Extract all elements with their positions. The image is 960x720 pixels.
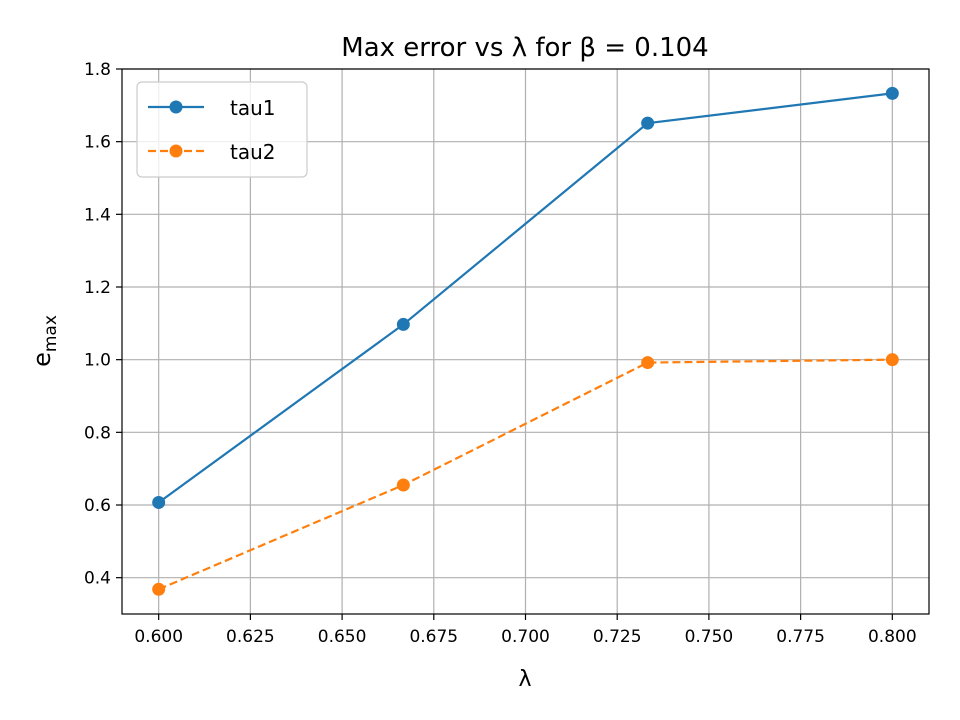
x-tick-label: 0.625 xyxy=(226,627,275,647)
y-tick-label: 1.6 xyxy=(84,133,111,153)
x-tick-label: 0.800 xyxy=(868,627,917,647)
x-tick-label: 0.775 xyxy=(776,627,825,647)
legend-marker-tau1 xyxy=(169,100,183,114)
data-point-tau1 xyxy=(152,495,166,509)
y-tick-label: 0.6 xyxy=(84,496,111,516)
data-point-tau2 xyxy=(152,582,166,596)
x-tick-label: 0.725 xyxy=(593,627,642,647)
y-axis-label: emax xyxy=(28,315,61,367)
y-tick-label: 0.4 xyxy=(84,569,111,589)
x-tick-label: 0.750 xyxy=(685,627,734,647)
x-tick-label: 0.600 xyxy=(134,627,183,647)
series-tau1 xyxy=(152,86,899,509)
legend-label-tau1: tau1 xyxy=(230,96,276,120)
series-line-tau2 xyxy=(158,358,893,591)
chart-title: Max error vs λ for β = 0.104 xyxy=(341,33,708,63)
axis-ticks: 0.600 0.625 0.650 0.675 0.700 0.725 0.750 0.775… xyxy=(84,60,917,647)
data-point-tau2 xyxy=(396,478,410,492)
series-line-tau1 xyxy=(158,92,893,504)
data-point-tau2 xyxy=(885,353,899,367)
y-tick-label: 1.4 xyxy=(84,205,111,225)
y-tick-label: 1.8 xyxy=(84,60,111,80)
legend-label-tau2: tau2 xyxy=(230,140,276,164)
x-tick-label: 0.650 xyxy=(318,627,367,647)
legend: tau1 tau2 xyxy=(136,81,308,178)
series-layer xyxy=(152,86,899,596)
y-tick-label: 0.8 xyxy=(84,423,111,443)
y-tick-label: 1.2 xyxy=(84,278,111,298)
data-point-tau1 xyxy=(885,86,899,100)
x-tick-label: 0.700 xyxy=(501,627,550,647)
x-axis-label: λ xyxy=(518,667,531,692)
data-point-tau1 xyxy=(641,116,655,130)
x-tick-label: 0.675 xyxy=(409,627,458,647)
series-tau2 xyxy=(152,353,899,596)
y-axis-label-main: e xyxy=(28,352,56,367)
y-tick-label: 1.0 xyxy=(84,351,111,371)
y-axis-label-subscript: max xyxy=(41,315,61,352)
data-point-tau2 xyxy=(641,356,655,370)
legend-marker-tau2 xyxy=(169,144,183,158)
legend-box xyxy=(136,81,308,178)
data-point-tau1 xyxy=(396,317,410,331)
